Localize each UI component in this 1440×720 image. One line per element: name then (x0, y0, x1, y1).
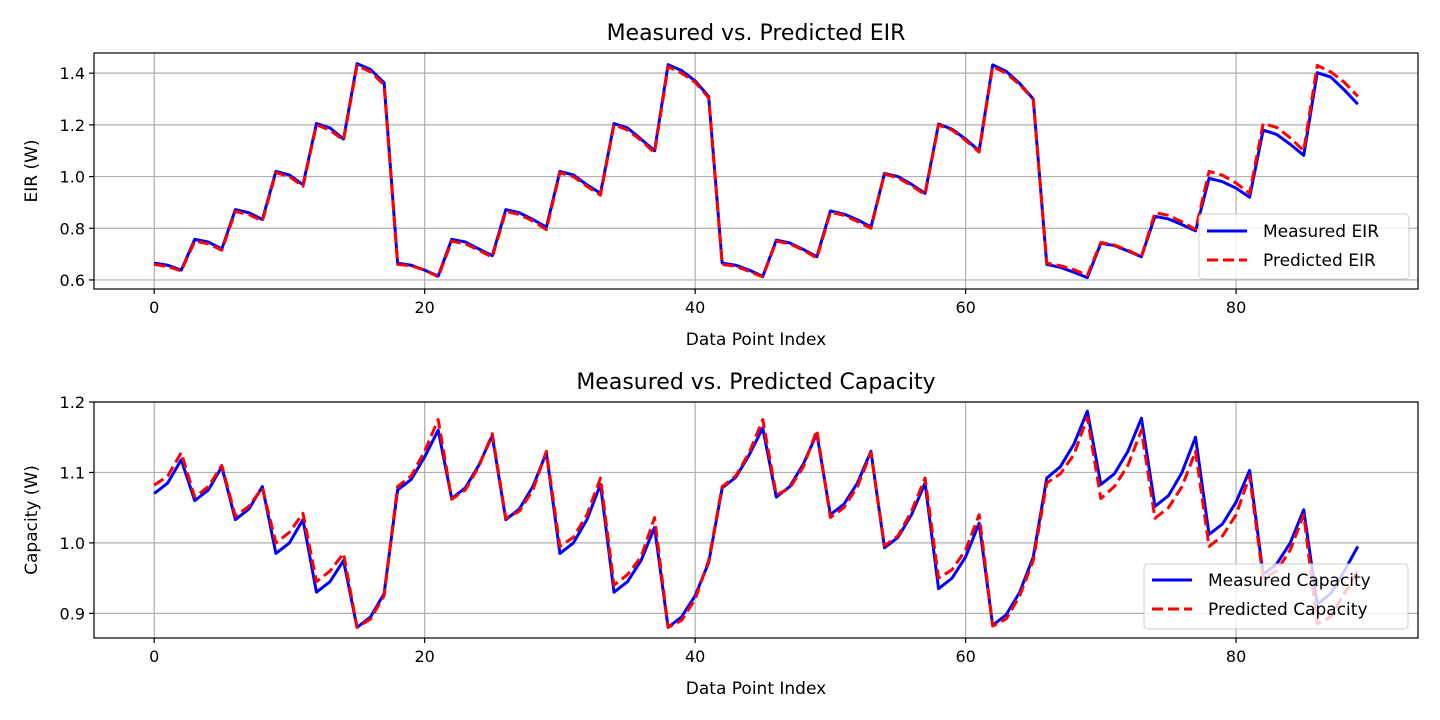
capacity-axes-frame (93, 401, 1419, 639)
capacity-y-tick-label: 0.9 (60, 604, 85, 623)
eir-series-predicted-line (153, 63, 1359, 279)
capacity-series-measured-line (153, 409, 1360, 629)
capacity-series-predicted-line (153, 416, 1360, 629)
capacity-chart-title: Measured vs. Predicted Capacity (576, 370, 935, 395)
capacity-y-tick-label: 1.2 (60, 393, 85, 412)
eir-x-tick-label: 60 (955, 298, 975, 317)
capacity-y-axis-label: Capacity (W) (22, 465, 42, 575)
eir-x-tick-label: 40 (685, 298, 705, 317)
eir-chart-title: Measured vs. Predicted EIR (607, 21, 906, 46)
capacity-legend-measured-label: Measured Capacity (1208, 571, 1371, 591)
capacity-legend-predicted-label: Predicted Capacity (1208, 600, 1368, 620)
eir-chart-panel: Measured vs. Predicted EIR Data Point In… (22, 21, 1419, 350)
eir-y-tick-label: 1.4 (60, 64, 85, 83)
eir-legend: Measured EIR Predicted EIR (1198, 213, 1410, 280)
eir-y-tick-label: 0.8 (60, 219, 85, 238)
eir-y-axis-label: EIR (W) (22, 139, 42, 202)
eir-axes-frame (93, 52, 1419, 290)
capacity-x-tick-label: 60 (955, 647, 975, 666)
eir-x-axis-label: Data Point Index (686, 330, 826, 350)
capacity-x-tick-label: 80 (1226, 647, 1246, 666)
capacity-x-tick-label: 0 (149, 647, 159, 666)
eir-legend-predicted-label: Predicted EIR (1263, 251, 1376, 271)
capacity-legend: Measured Capacity Predicted Capacity (1143, 563, 1409, 630)
capacity-y-tick-label: 1.1 (60, 463, 85, 482)
eir-legend-measured-label: Measured EIR (1263, 222, 1379, 242)
eir-x-tick-label: 0 (149, 298, 159, 317)
capacity-y-tick-label: 1.0 (60, 534, 85, 553)
capacity-x-tick-label: 20 (414, 647, 434, 666)
capacity-x-axis-label: Data Point Index (686, 679, 826, 699)
capacity-chart-panel: Measured vs. Predicted Capacity Data Poi… (22, 370, 1419, 699)
eir-plot-area: 0 20 40 60 80 0.6 0.8 1.0 1.2 1.4 (60, 52, 1419, 317)
eir-series-measured-line (153, 62, 1359, 280)
eir-y-tick-label: 0.6 (60, 271, 85, 290)
eir-x-tick-label: 20 (414, 298, 434, 317)
eir-x-tick-label: 80 (1226, 298, 1246, 317)
eir-legend-box (1198, 213, 1410, 280)
capacity-plot-area: 0 20 40 60 80 0.9 1.0 1.1 1.2 (60, 393, 1419, 666)
eir-y-tick-label: 1.0 (60, 168, 85, 187)
capacity-x-tick-label: 40 (685, 647, 705, 666)
eir-y-tick-label: 1.2 (60, 116, 85, 135)
capacity-legend-box (1143, 563, 1409, 630)
